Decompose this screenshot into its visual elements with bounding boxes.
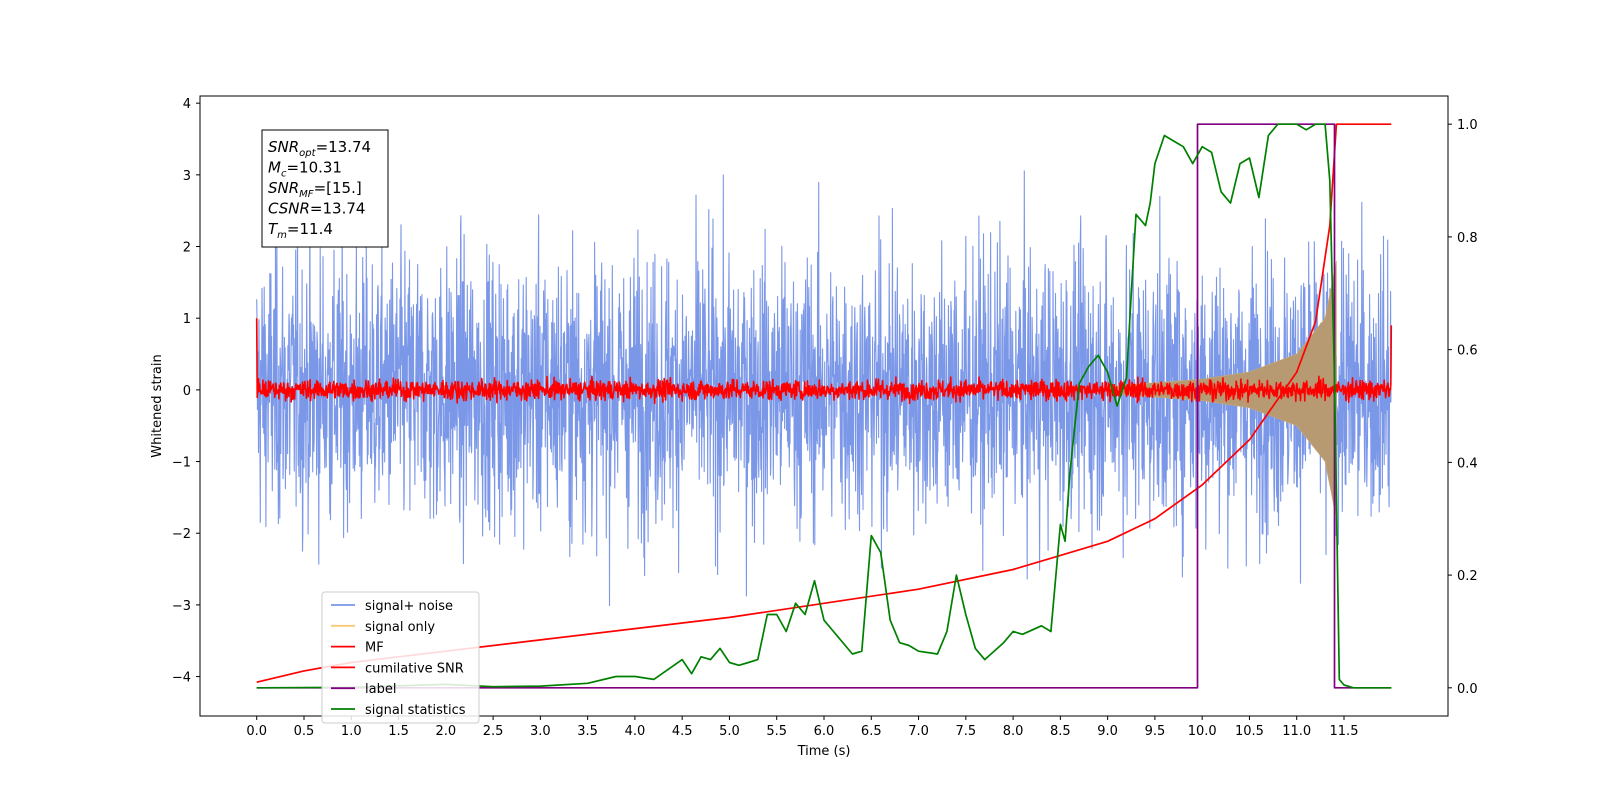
y-tick-label: 3	[183, 169, 191, 184]
y-axis-left: 4 3 2 1 0 −1 −2 −3 −4	[172, 97, 200, 686]
x-tick-label: 4.5	[672, 724, 693, 739]
annotation-line: SNRopt=13.74	[268, 138, 371, 159]
x-tick-label: 10.0	[1188, 724, 1217, 739]
x-tick-label: 4.0	[625, 724, 646, 739]
y-tick-label: −1	[172, 456, 191, 471]
legend-label: signal statistics	[365, 703, 466, 718]
y2-tick-label: 0.0	[1457, 682, 1478, 697]
x-tick-label: 2.5	[483, 724, 504, 739]
y-tick-label: −4	[172, 671, 191, 686]
x-tick-label: 8.0	[1003, 724, 1024, 739]
annotation-line: Mc=10.31	[268, 159, 342, 180]
y-axis-label: Whitened strain	[150, 354, 165, 457]
x-tick-label: 2.0	[435, 724, 456, 739]
x-tick-label: 1.0	[341, 724, 362, 739]
annotation-symbol: SNR	[268, 138, 299, 156]
x-tick-label: 5.5	[766, 724, 787, 739]
x-axis: 0.0 0.5 1.0 1.5 2.0 2.5 3.0 3.5 4.0 4.5 5.0 5.5 6.0 6…	[246, 716, 1358, 739]
y-tick-label: −2	[172, 527, 191, 542]
y2-tick-label: 0.8	[1457, 231, 1478, 246]
x-tick-label: 6.0	[814, 724, 835, 739]
y-tick-label: 2	[183, 241, 191, 256]
x-tick-label: 1.5	[388, 724, 409, 739]
legend-frame	[321, 591, 480, 724]
annotation-value: =10.31	[286, 159, 342, 177]
x-tick-label: 7.5	[955, 724, 976, 739]
annotation-subscript: opt	[299, 148, 316, 159]
legend: signal+ noise signal only MF cumilative SNR…	[321, 591, 480, 724]
x-tick-label: 7.0	[908, 724, 929, 739]
x-axis-label: Time (s)	[797, 744, 851, 759]
annotation-symbol: CSNR	[268, 200, 310, 218]
annotation-symbol: M	[268, 159, 281, 177]
x-tick-label: 6.5	[861, 724, 882, 739]
x-tick-label: 11.0	[1282, 724, 1311, 739]
annotation-subscript: m	[277, 230, 287, 241]
annotation-line: SNRMF=[15.]	[268, 179, 362, 200]
legend-label: signal only	[365, 620, 435, 635]
y-axis-right: 0.0 0.2 0.4 0.6 0.8 1.0	[1448, 118, 1478, 697]
series-signal-statistics	[256, 123, 1392, 689]
x-tick-label: 3.5	[577, 724, 598, 739]
annotation-value: =13.74	[310, 200, 366, 218]
legend-label: MF	[365, 641, 384, 656]
x-tick-label: 3.0	[530, 724, 551, 739]
annotation-value: =13.74	[316, 138, 372, 156]
series-label	[256, 123, 1392, 689]
legend-label: label	[365, 682, 396, 697]
y-tick-label: 4	[183, 97, 191, 112]
annotation-line: CSNR=13.74	[268, 200, 365, 218]
x-tick-label: 5.0	[719, 724, 740, 739]
y2-tick-label: 0.2	[1457, 569, 1478, 584]
x-tick-label: 10.5	[1235, 724, 1264, 739]
x-tick-label: 11.5	[1330, 724, 1359, 739]
series-mf	[255, 318, 1393, 405]
y-tick-label: 0	[183, 384, 191, 399]
y-tick-label: 1	[183, 312, 191, 327]
x-tick-label: 0.5	[294, 724, 315, 739]
legend-label: signal+ noise	[365, 599, 453, 614]
y2-tick-label: 1.0	[1457, 118, 1478, 133]
annotation-subscript: MF	[299, 189, 314, 200]
annotation-subscript: c	[281, 169, 287, 180]
x-tick-label: 8.5	[1050, 724, 1071, 739]
y2-tick-label: 0.4	[1457, 456, 1478, 471]
legend-label: cumilative SNR	[365, 661, 464, 676]
annotation-symbol: SNR	[268, 179, 299, 197]
annotation-symbol: T	[268, 220, 279, 238]
x-tick-label: 9.0	[1097, 724, 1118, 739]
x-tick-label: 0.0	[246, 724, 267, 739]
y-tick-label: −3	[172, 599, 191, 614]
annotation-line: Tm=11.4	[268, 220, 333, 241]
annotation-value: =11.4	[287, 220, 333, 238]
y2-tick-label: 0.6	[1457, 344, 1478, 359]
annotation-box: SNRopt=13.74Mc=10.31SNRMF=[15.]CSNR=13.7…	[261, 129, 389, 248]
x-tick-label: 9.5	[1145, 724, 1166, 739]
annotation-value: =[15.]	[314, 179, 362, 197]
annotation-frame	[261, 129, 389, 248]
